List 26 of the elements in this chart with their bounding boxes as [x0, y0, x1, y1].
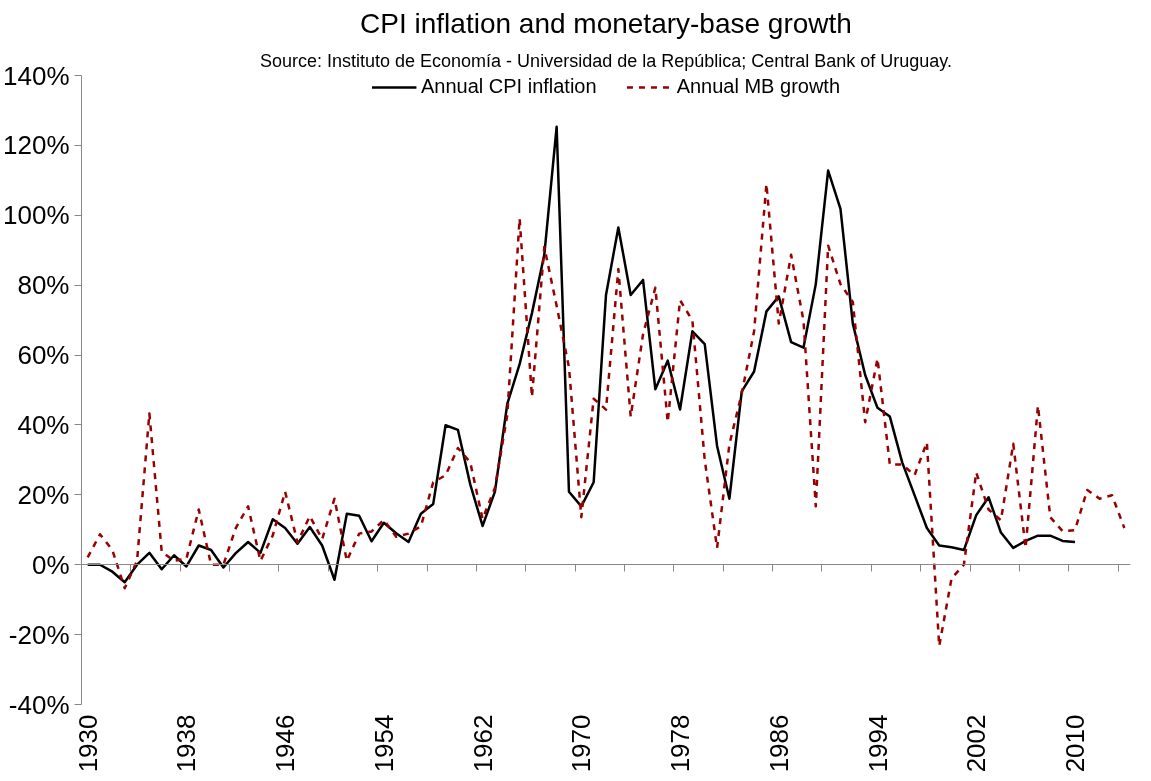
x-tick-label: 2010	[1059, 714, 1090, 773]
y-tick-label: 60%	[17, 340, 70, 371]
line-series	[86, 125, 1077, 584]
legend-label: Annual MB growth	[676, 75, 841, 98]
y-tick-label: 40%	[17, 409, 70, 440]
x-tick-label: 1930	[72, 714, 103, 773]
y-tick-label: 0%	[31, 549, 70, 580]
chart-title: CPI inflation and monetary-base growth	[360, 7, 852, 39]
x-tick-label: 1970	[566, 714, 597, 773]
x-tick-label: 1946	[270, 714, 301, 773]
chart-subtitle: Source: Instituto de Economía - Universidad de la República; Central Bank of Uruguay.	[259, 50, 953, 71]
y-tick-label: 80%	[17, 270, 70, 301]
x-tick-label: 1978	[665, 714, 696, 773]
legend-label: Annual CPI inflation	[420, 75, 597, 98]
y-tick-label: -20%	[8, 619, 70, 650]
y-tick-label: 140%	[3, 60, 70, 91]
y-tick-label: 100%	[3, 200, 70, 231]
y-tick-label: 20%	[17, 479, 70, 510]
x-tick-label: 1938	[171, 714, 202, 773]
y-tick-label: 120%	[3, 130, 70, 161]
x-tick-label: 2002	[961, 714, 992, 773]
x-tick-label: 1986	[763, 714, 794, 773]
x-tick-label: 1962	[467, 714, 498, 773]
x-tick-label: 1954	[368, 714, 399, 773]
x-tick-label: 1994	[862, 714, 893, 773]
y-tick-label: -40%	[8, 689, 70, 720]
